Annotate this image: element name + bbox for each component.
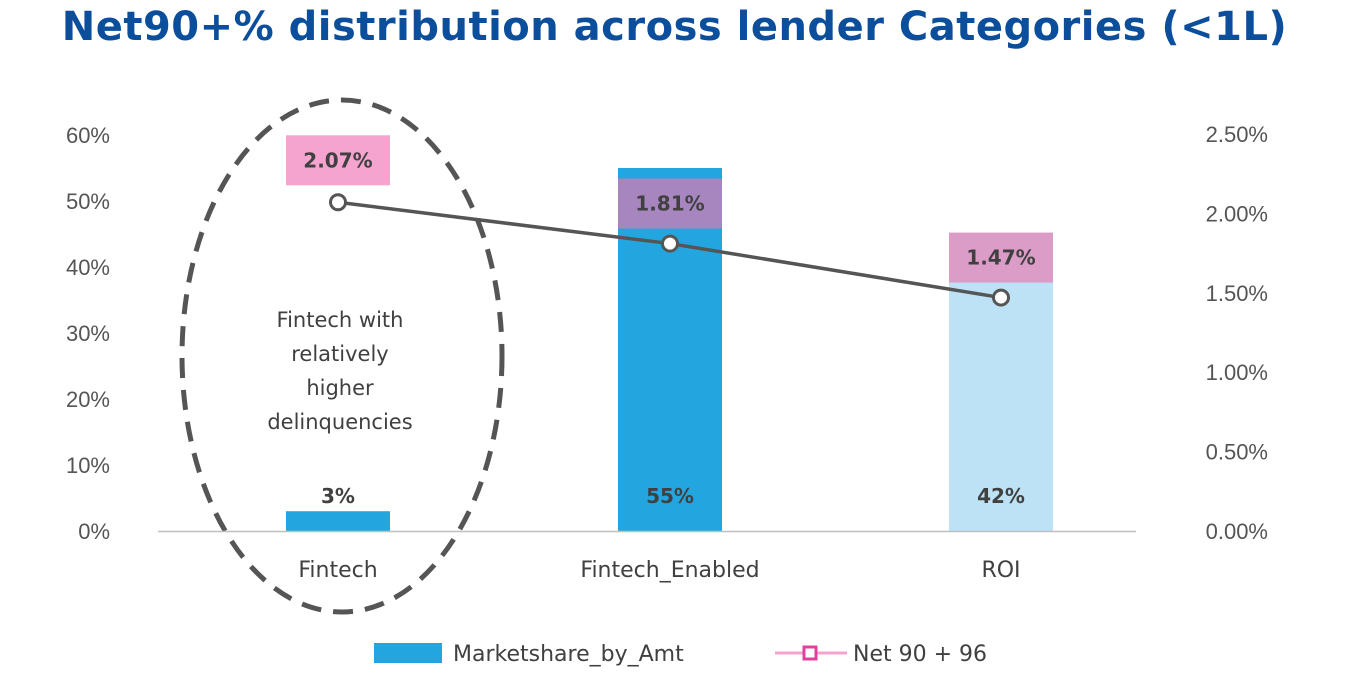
annotation-text-line: Fintech with <box>277 308 404 332</box>
x-category-label: Fintech_Enabled <box>580 558 759 583</box>
y-right-tick-label: 0.50% <box>1206 440 1268 465</box>
bars-group: 3% 55% 42% 2.07% 1.81% 1.47% <box>286 135 1053 532</box>
y-right-tick-label: 1.00% <box>1206 360 1268 385</box>
y-right-tick-label: 1.50% <box>1206 281 1268 306</box>
bar-data-label: 3% <box>321 484 355 508</box>
annotation-group: Fintech with relatively higher delinquencie… <box>179 97 505 615</box>
net-series-point <box>992 288 1010 307</box>
legend-line-marker <box>802 645 818 661</box>
x-category-label: Fintech <box>298 558 377 583</box>
bar-data-label: 42% <box>977 484 1025 508</box>
y-right-tick-label: 2.00% <box>1206 201 1268 226</box>
legend-bar-label: Marketshare_by_Amt <box>453 642 684 667</box>
net-series-point <box>661 234 679 253</box>
y-left-tick-label: 40% <box>66 255 110 280</box>
net-data-label: 1.81% <box>635 192 704 216</box>
annotation-text-line: higher <box>306 376 374 400</box>
line-group <box>329 193 1010 307</box>
annotation-text-line: relatively <box>291 342 388 366</box>
y-right-tick-label: 2.50% <box>1206 122 1268 147</box>
bar-data-label: 55% <box>646 484 694 508</box>
y-left-tick-label: 30% <box>66 321 110 346</box>
y-left-tick-label: 50% <box>66 189 110 214</box>
net-label-box <box>618 178 722 229</box>
annotation-text-line: delinquencies <box>267 410 412 434</box>
y-left-tick-label: 60% <box>66 123 110 148</box>
axis-group: 0% 10% 20% 30% 40% 50% 60% 0.00% 0.50% 1.00% 1.50%… <box>66 122 1268 583</box>
net-series-point <box>329 193 347 212</box>
chart-title: Net90+% distribution across lender Categ… <box>61 4 1288 50</box>
y-left-tick-label: 20% <box>66 387 110 412</box>
bar-fintech <box>286 511 390 531</box>
net-label-box <box>286 135 390 186</box>
y-left-tick-label: 0% <box>78 519 110 544</box>
y-left-tick-label: 10% <box>66 453 110 478</box>
highlight-ellipse <box>179 97 505 615</box>
x-category-label: ROI <box>981 558 1020 583</box>
legend-bar-swatch <box>374 643 442 663</box>
net-data-label: 2.07% <box>303 148 372 172</box>
net-label-box <box>949 232 1053 283</box>
legend-line-label: Net 90 + 96 <box>853 642 987 667</box>
legend-group: Marketshare_by_Amt Net 90 + 96 <box>374 642 987 667</box>
net-data-label: 1.47% <box>966 246 1035 270</box>
y-right-tick-label: 0.00% <box>1206 519 1268 544</box>
